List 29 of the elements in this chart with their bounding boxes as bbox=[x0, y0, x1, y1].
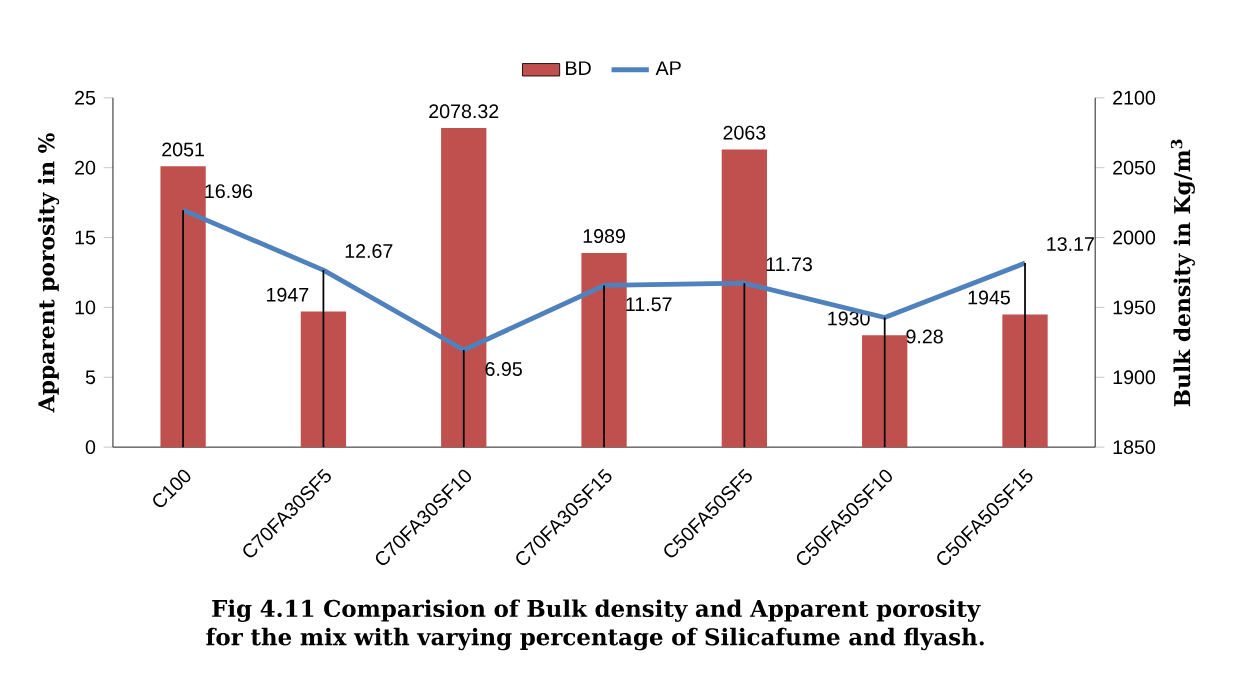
legend-label: AP bbox=[655, 61, 681, 75]
data-label: 13.17 bbox=[1047, 237, 1094, 252]
data-label: 9.28 bbox=[906, 329, 943, 344]
y2-tick-label: 1950 bbox=[1113, 300, 1156, 315]
data-label: 1947 bbox=[267, 287, 309, 302]
text: Fig 4.11 Comparision of Bulk density and Apparent porosity for the mix with varying percentage of Silicafume and flyash. bbox=[206, 599, 984, 651]
y2-tick-label: 1900 bbox=[1113, 370, 1156, 385]
line-series bbox=[180, 207, 1028, 353]
y2-tick-label: 2100 bbox=[1113, 90, 1156, 105]
data-label: 12.67 bbox=[345, 244, 393, 259]
data-label: 1989 bbox=[583, 229, 625, 244]
data-label: 16.96 bbox=[205, 184, 253, 199]
data-label: 2063 bbox=[723, 125, 766, 140]
y-tick-label: 5 bbox=[85, 370, 96, 385]
y2-tick-label: 1850 bbox=[1113, 440, 1156, 455]
y-tick-label: 0 bbox=[85, 440, 96, 455]
data-label: 1945 bbox=[968, 290, 1010, 305]
y-tick-label: 15 bbox=[75, 230, 96, 245]
data-label: 2078.32 bbox=[429, 104, 499, 119]
y2-tick-label: 2000 bbox=[1113, 230, 1156, 245]
data-label: 11.57 bbox=[626, 297, 672, 312]
data-label: 2051 bbox=[162, 142, 204, 157]
y-tick-label: 25 bbox=[75, 90, 96, 105]
y2-axis-title: Bulk density in Kg/m$^{3}$ bbox=[1170, 139, 1195, 407]
legend-label: BD bbox=[566, 61, 591, 75]
y-tick-label: 10 bbox=[75, 300, 96, 315]
y2-tick-label: 2050 bbox=[1113, 160, 1156, 175]
y-axis-title: Apparent porosity in % bbox=[37, 133, 60, 413]
y-tick-label: 20 bbox=[75, 160, 96, 175]
